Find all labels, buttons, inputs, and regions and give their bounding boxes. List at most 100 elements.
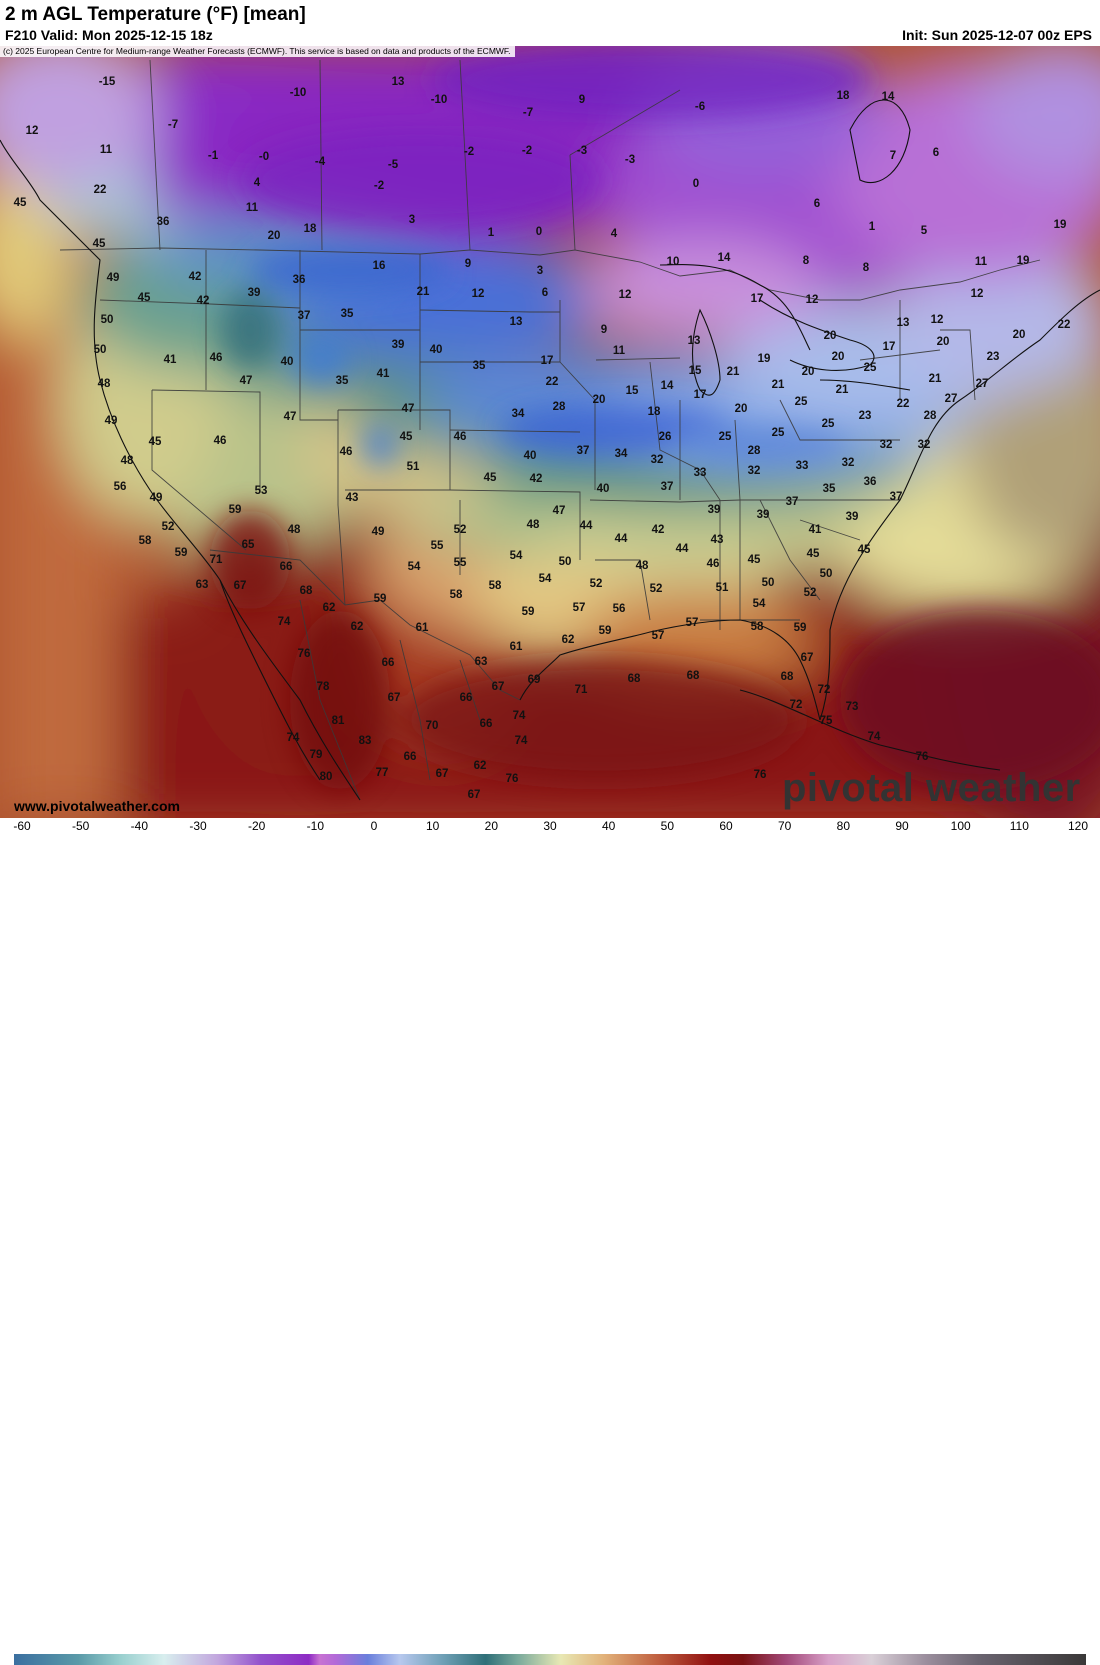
station-value: 74 xyxy=(278,616,291,628)
station-value: 48 xyxy=(98,378,111,390)
station-value: 35 xyxy=(823,483,836,495)
station-value: 50 xyxy=(101,314,114,326)
station-value: 18 xyxy=(648,406,661,418)
station-value: 62 xyxy=(562,634,575,646)
station-value: 42 xyxy=(530,473,543,485)
station-value: 58 xyxy=(751,621,764,633)
station-value: 6 xyxy=(814,198,820,210)
station-value: 57 xyxy=(573,602,586,614)
station-value: 33 xyxy=(796,460,809,472)
station-value: 72 xyxy=(790,699,803,711)
station-value: 13 xyxy=(510,316,523,328)
station-value: -2 xyxy=(464,146,474,158)
station-value: 15 xyxy=(689,365,702,377)
station-value: 51 xyxy=(407,461,420,473)
station-value: 59 xyxy=(522,606,535,618)
station-value: 76 xyxy=(298,648,311,660)
colorbar-tick-label: 0 xyxy=(370,819,378,833)
station-value: 51 xyxy=(716,582,729,594)
station-value: 50 xyxy=(762,577,775,589)
station-value: 46 xyxy=(454,431,467,443)
station-value: 11 xyxy=(975,256,988,268)
station-value: 59 xyxy=(794,622,807,634)
station-value: 26 xyxy=(659,431,672,443)
station-value: 58 xyxy=(139,535,152,547)
station-value: 17 xyxy=(751,293,764,305)
station-value: 47 xyxy=(284,411,297,423)
station-value: 79 xyxy=(310,749,323,761)
colorbar-tick-label: -20 xyxy=(247,819,266,833)
station-value: 22 xyxy=(94,184,107,196)
station-value: 54 xyxy=(408,561,421,573)
station-value: 14 xyxy=(882,91,895,103)
station-value: -1 xyxy=(208,150,219,162)
station-value: 14 xyxy=(661,380,674,392)
colorbar-tick-label: -30 xyxy=(189,819,207,833)
station-value: 9 xyxy=(601,324,607,336)
colorbar-tick-label: 40 xyxy=(601,819,616,833)
station-value: 57 xyxy=(652,630,665,642)
station-value: 45 xyxy=(400,431,413,443)
station-value: 55 xyxy=(431,540,444,552)
colorbar-tick-label: 90 xyxy=(895,819,909,833)
station-value: 32 xyxy=(918,439,931,451)
station-value: 35 xyxy=(341,308,354,320)
station-value: 62 xyxy=(323,602,336,614)
station-value: 75 xyxy=(820,715,833,727)
station-value: 27 xyxy=(945,393,958,405)
station-value: 76 xyxy=(506,773,519,785)
station-value: 67 xyxy=(388,692,401,704)
station-value: 49 xyxy=(105,415,118,427)
station-value: -6 xyxy=(695,101,705,113)
station-value: 20 xyxy=(735,403,748,415)
colorbar-tick-label: 50 xyxy=(660,819,675,833)
station-value: 21 xyxy=(929,373,942,385)
station-value: 25 xyxy=(772,427,785,439)
station-value: 42 xyxy=(652,524,665,536)
colorbar: -60 -50 -40 -30 -20 -10 0 10 20 30 40 50 60 70 80 90 100… xyxy=(0,818,1100,1665)
station-value: 76 xyxy=(754,769,767,781)
station-value: 66 xyxy=(480,718,493,730)
station-value: 37 xyxy=(577,445,590,457)
station-value: 20 xyxy=(802,366,815,378)
valid-time: F210 Valid: Mon 2025-12-15 18z xyxy=(5,27,213,43)
station-value: 57 xyxy=(686,617,699,629)
colorbar-tick-label: 120 xyxy=(1067,819,1089,833)
station-value: 3 xyxy=(537,265,543,277)
ecmwf-credit: (c) 2025 European Centre for Medium-rang… xyxy=(0,46,515,57)
station-value: 81 xyxy=(332,715,345,727)
station-value: 52 xyxy=(590,578,603,590)
station-value: 50 xyxy=(94,344,107,356)
station-value: 21 xyxy=(836,384,849,396)
station-value: 52 xyxy=(650,583,663,595)
website-link[interactable]: www.pivotalweather.com xyxy=(14,798,180,814)
colorbar-tick-label: 110 xyxy=(1009,819,1029,833)
station-value: 67 xyxy=(468,789,481,801)
station-value: 40 xyxy=(281,356,294,368)
station-value: 74 xyxy=(287,732,300,744)
temperature-map[interactable]: -15 13 -10 -10 9 -6 18 14 12 -7 -7 11 -1 -0 -4 -5 -2 -2 -3… xyxy=(0,46,1100,818)
station-value: 25 xyxy=(719,431,732,443)
station-value: 20 xyxy=(824,330,837,342)
station-value: 80 xyxy=(320,771,333,783)
station-value: -10 xyxy=(290,87,307,99)
station-value: 32 xyxy=(842,457,855,469)
station-value: 63 xyxy=(475,656,488,668)
station-value: 41 xyxy=(809,524,822,536)
station-value: 43 xyxy=(711,534,724,546)
brand-logo: pivotal weather xyxy=(782,766,1081,810)
station-value: 52 xyxy=(454,524,467,536)
station-value: 35 xyxy=(473,360,486,372)
station-value: 74 xyxy=(868,731,881,743)
station-value: 13 xyxy=(897,317,910,329)
political-boundaries xyxy=(59,59,1041,801)
station-value: 37 xyxy=(298,310,311,322)
station-value: 3 xyxy=(409,214,415,226)
station-value: 62 xyxy=(351,621,364,633)
station-value: 36 xyxy=(864,476,877,488)
station-value: 13 xyxy=(392,76,405,88)
station-value: 22 xyxy=(546,376,559,388)
colorbar-tick-label: 10 xyxy=(425,819,440,833)
station-value: 45 xyxy=(484,472,497,484)
